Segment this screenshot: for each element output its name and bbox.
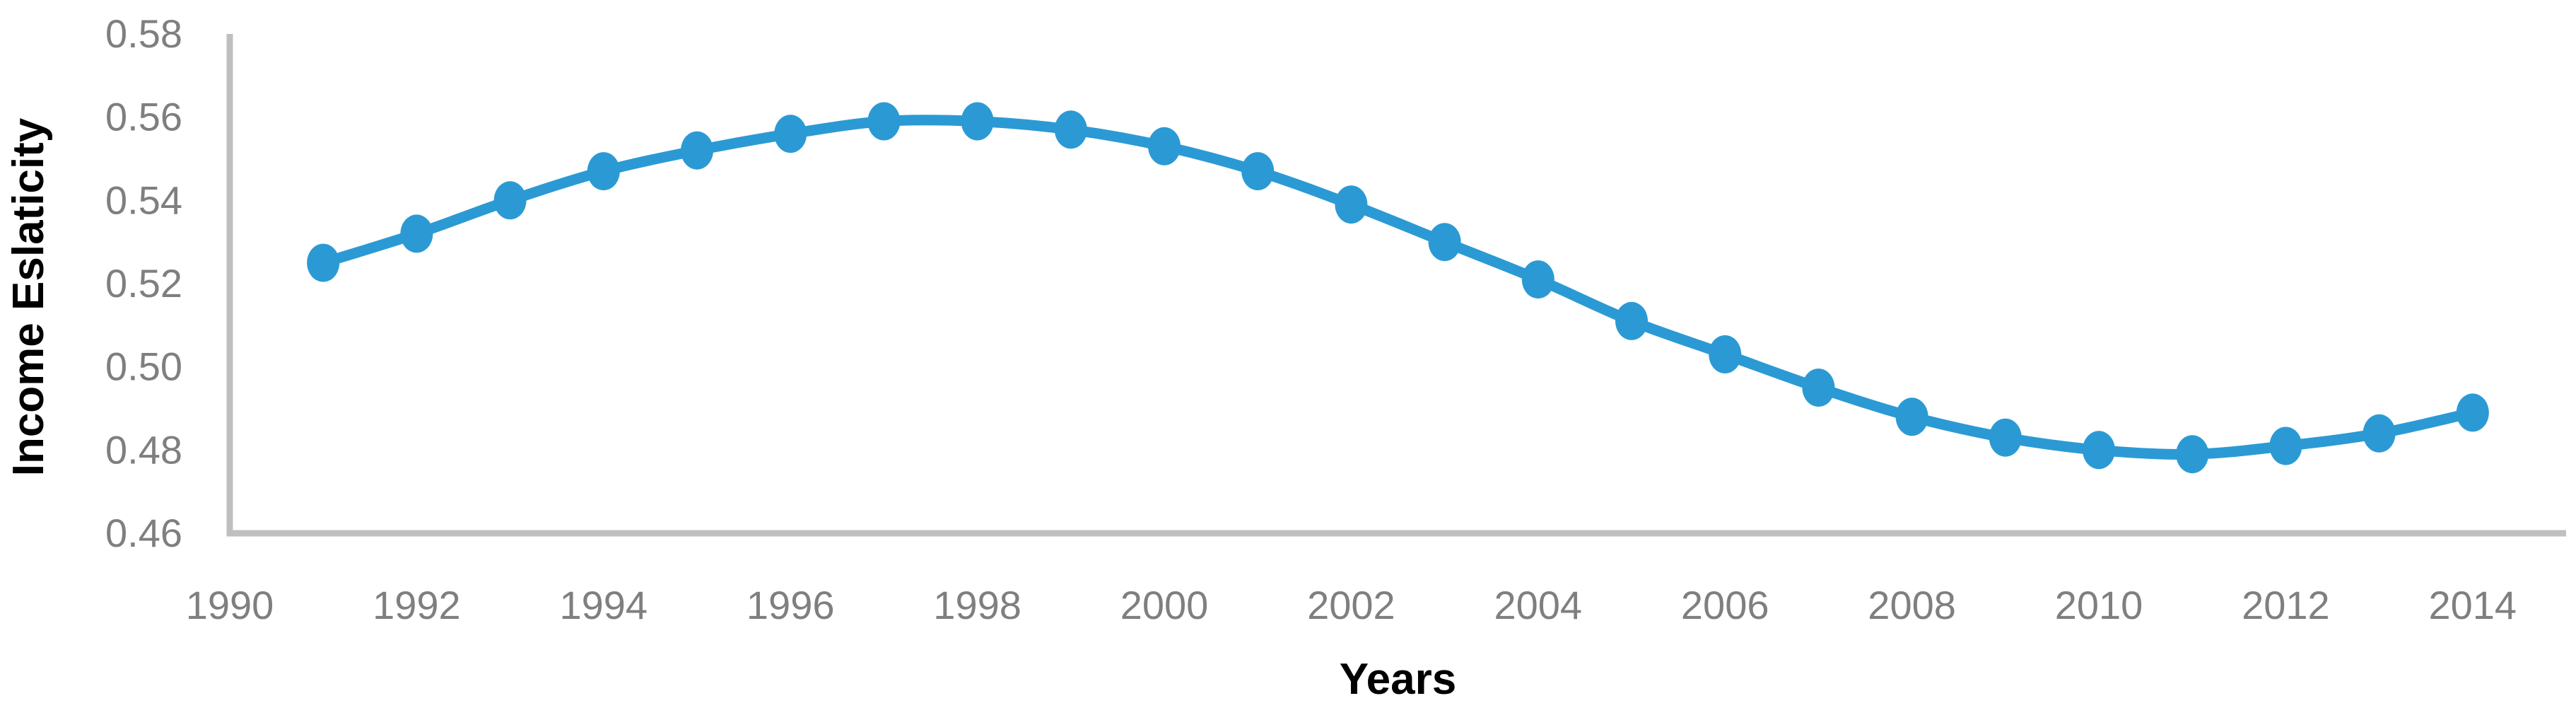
x-tick-label: 2002 bbox=[1307, 583, 1395, 627]
data-point-marker bbox=[1241, 152, 1275, 191]
y-tick-label: 0.46 bbox=[105, 511, 182, 555]
y-tick-label: 0.50 bbox=[105, 344, 182, 389]
data-point-marker bbox=[2269, 426, 2302, 465]
data-point-marker bbox=[2456, 393, 2489, 432]
x-tick-label: 1996 bbox=[747, 583, 835, 627]
data-point-marker bbox=[1054, 110, 1087, 149]
y-tick-label: 0.58 bbox=[105, 11, 182, 56]
x-tick-label: 2014 bbox=[2429, 583, 2517, 627]
x-tick-label: 2012 bbox=[2242, 583, 2330, 627]
x-tick-label: 1992 bbox=[373, 583, 461, 627]
x-tick-label: 2006 bbox=[1681, 583, 1769, 627]
data-point-marker bbox=[493, 181, 527, 220]
data-point-marker bbox=[867, 102, 901, 141]
x-tick-label: 1994 bbox=[560, 583, 648, 627]
data-point-marker bbox=[1148, 127, 1181, 166]
data-point-marker bbox=[1335, 185, 1368, 224]
data-point-marker bbox=[961, 102, 994, 141]
data-point-marker bbox=[400, 214, 433, 253]
data-point-marker bbox=[307, 243, 340, 282]
data-point-marker bbox=[1895, 397, 1928, 436]
data-point-marker bbox=[2083, 431, 2115, 470]
data-point-marker bbox=[1709, 335, 1742, 373]
y-tick-label: 0.48 bbox=[105, 427, 182, 472]
data-point-marker bbox=[1802, 368, 1835, 407]
data-point-marker bbox=[1989, 418, 2022, 457]
data-point-marker bbox=[2363, 414, 2396, 453]
data-point-marker bbox=[1615, 301, 1648, 340]
y-tick-label: 0.52 bbox=[105, 261, 182, 306]
data-point-marker bbox=[2176, 435, 2209, 474]
data-point-marker bbox=[587, 152, 620, 191]
y-tick-label: 0.56 bbox=[105, 95, 182, 139]
data-point-marker bbox=[774, 115, 807, 153]
x-tick-label: 2008 bbox=[1868, 583, 1956, 627]
series-line bbox=[317, 115, 2478, 460]
x-tick-label: 1998 bbox=[933, 583, 1021, 627]
x-tick-label: 2010 bbox=[2055, 583, 2143, 627]
x-tick-label: 2000 bbox=[1120, 583, 1209, 627]
data-point-marker bbox=[681, 131, 713, 170]
data-point-marker bbox=[1521, 260, 1555, 299]
x-axis-title: Years bbox=[1339, 655, 1457, 704]
y-tick-label: 0.54 bbox=[105, 178, 182, 222]
x-tick-label: 2004 bbox=[1494, 583, 1583, 627]
x-tick-label: 1990 bbox=[186, 583, 274, 627]
data-point-marker bbox=[1428, 223, 1461, 262]
